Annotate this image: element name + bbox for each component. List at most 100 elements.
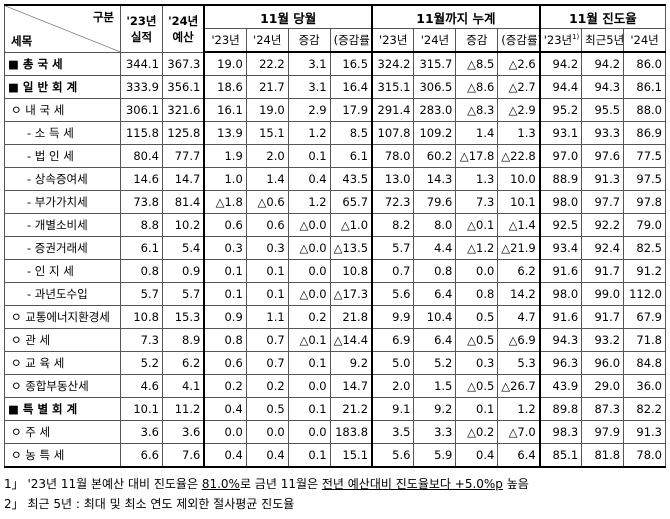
cell: 10.8 [120, 305, 163, 329]
table-row: ■ 일 반 회 계 333.9 356.1 18.6 21.7 3.1 16.4 315.1 3… [4, 75, 666, 99]
cell: △0.1 [455, 213, 499, 237]
table-row: - 상속증여세 14.6 14.7 1.0 1.4 0.4 43.5 13.0 14.3 1.3 1… [4, 167, 666, 191]
cell: 92.4 [581, 236, 625, 260]
table-row: ㅇ 교통에너지환경세 10.8 15.3 0.9 1.1 0.2 21.8 9.9 10.4 0.… [4, 305, 666, 329]
cell: 6.9 [371, 328, 415, 352]
cell: 1.5 [413, 374, 457, 398]
cell: 84.8 [623, 351, 666, 375]
cell: 0.4 [203, 443, 247, 468]
row-label: - 법 인 세 [4, 144, 121, 168]
cell: 15.1 [245, 121, 289, 145]
cell: 18.6 [203, 75, 247, 99]
cell: 5.6 [371, 443, 415, 468]
cell: 93.1 [538, 121, 583, 145]
cell: 6.1 [329, 144, 373, 168]
table-row: - 증권거래세 6.1 5.4 0.3 0.3 △0.0 △13.5 5.7 4.4 △1.2 △2… [4, 236, 666, 260]
cell: 94.2 [581, 51, 625, 76]
cell: 5.3 [497, 351, 541, 375]
cell: 0.0 [287, 259, 331, 283]
cell: 78.0 [623, 443, 666, 468]
cell: 183.8 [329, 420, 373, 444]
cell: 8.5 [329, 121, 373, 145]
corner-cell: 구분 세목 [4, 4, 121, 53]
cell: 6.2 [161, 351, 205, 375]
cell: 1.4 [455, 121, 499, 145]
cell: 16.1 [203, 98, 247, 122]
cell: 92.5 [538, 213, 583, 237]
cell: 14.2 [497, 282, 541, 306]
cell: 94.4 [538, 75, 583, 99]
table-row: ㅇ 내 국 세 306.1 321.6 16.1 19.0 2.9 17.9 291.4 283… [4, 98, 666, 122]
cell: 91.3 [581, 167, 625, 191]
cell: 0.1 [203, 282, 247, 306]
cell: 7.3 [120, 328, 163, 352]
cell: 91.7 [581, 259, 625, 283]
table-row: ㅇ 교 육 세 5.2 6.2 0.6 0.7 0.1 9.2 5.0 5.2 0.3 5.3 96.… [4, 351, 666, 375]
cell: 93.2 [581, 328, 625, 352]
cell: 6.1 [120, 236, 163, 260]
cell: 0.0 [287, 374, 331, 398]
sub-header: (증감률) [329, 28, 373, 53]
cell: 97.8 [623, 190, 666, 214]
cell: 98.0 [538, 282, 583, 306]
cell: 95.5 [581, 98, 625, 122]
row-label: ■ 총 국 세 [4, 51, 121, 76]
cell: 91.6 [538, 305, 583, 329]
cell: 6.6 [120, 443, 163, 468]
note-text: 전년 예산대비 진도율보다 +5.0%p [321, 477, 503, 491]
cell: 96.0 [581, 351, 625, 375]
cell: 0.8 [455, 282, 499, 306]
note-text: 로 금년 11월은 [239, 477, 322, 491]
cell: 19.0 [245, 98, 289, 122]
cell: 71.8 [623, 328, 666, 352]
cell: 324.2 [371, 51, 415, 76]
sub-header: '23년 [203, 28, 247, 53]
cell: 9.2 [329, 351, 373, 375]
sub-header: '23년 [371, 28, 415, 53]
cell: △14.4 [329, 328, 373, 352]
cell: 9.9 [371, 305, 415, 329]
cell: 3.6 [120, 420, 163, 444]
cell: △0.2 [455, 420, 499, 444]
cell: △0.0 [287, 236, 331, 260]
cell: 6.4 [497, 443, 541, 468]
cell: 86.9 [623, 121, 666, 145]
cell: △2.9 [497, 98, 541, 122]
cell: 0.0 [455, 259, 499, 283]
cell: 97.7 [581, 190, 625, 214]
cell: △2.6 [497, 51, 541, 76]
cell: 60.2 [413, 144, 457, 168]
row-label: ㅇ 교통에너지환경세 [4, 305, 121, 329]
notes: 1」 '23년 11월 본예산 대비 진도율은 81.0%로 금년 11월은 전… [4, 474, 666, 514]
cell: 8.9 [161, 328, 205, 352]
cell: 6.4 [413, 282, 457, 306]
corner-top: 구분 [92, 10, 114, 24]
cell: 4.7 [497, 305, 541, 329]
cell: 19.0 [203, 51, 247, 76]
cell: 77.7 [161, 144, 205, 168]
row-label: - 개별소비세 [4, 213, 121, 237]
cell: 15.1 [329, 443, 373, 468]
cell: 0.5 [245, 397, 289, 421]
cell: 10.8 [329, 259, 373, 283]
cell: 0.4 [455, 443, 499, 468]
cell: 8.0 [413, 213, 457, 237]
cell: 125.8 [161, 121, 205, 145]
cell: 13.9 [203, 121, 247, 145]
cell: △17.8 [455, 144, 499, 168]
note: 2」 최근 5년 : 최대 및 최소 연도 제외한 절사평균 진도율 [4, 494, 666, 514]
row-label: - 소 득 세 [4, 121, 121, 145]
cell: 1.2 [287, 190, 331, 214]
cell: 2.0 [371, 374, 415, 398]
cell: △22.8 [497, 144, 541, 168]
table-row: ■ 총 국 세 344.1 367.3 19.0 22.2 3.1 16.5 324.2 315… [4, 51, 666, 76]
cell: 0.2 [287, 305, 331, 329]
row-label: ㅇ 농 특 세 [4, 443, 121, 468]
note-text: 81.0% [201, 477, 240, 491]
cell: △8.3 [455, 98, 499, 122]
cell: 0.7 [245, 328, 289, 352]
cell: 87.3 [581, 397, 625, 421]
sub-header: '24년 [623, 28, 666, 53]
cell: 5.7 [120, 282, 163, 306]
cell: 82.2 [623, 397, 666, 421]
